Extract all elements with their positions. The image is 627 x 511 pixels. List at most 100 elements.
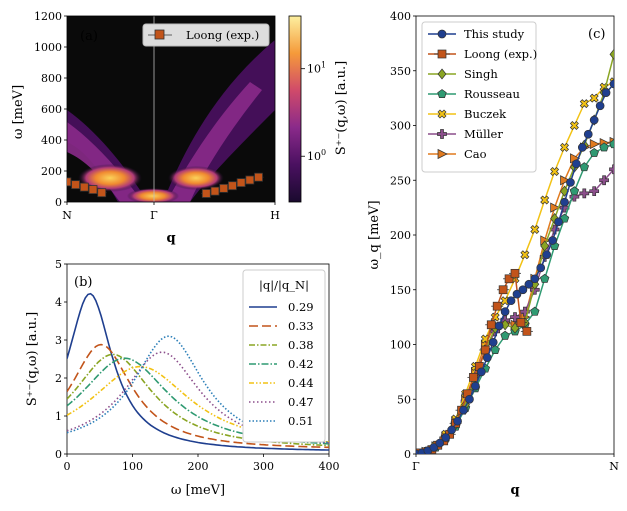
xlabel-c: q: [510, 483, 519, 498]
legend-b-label: 0.29: [288, 300, 314, 314]
dispersion-point-circle: [518, 285, 528, 295]
legend-c-marker: [437, 49, 447, 59]
ylabel-a: ω [meV]: [11, 85, 26, 139]
y-tick-label-a: 1200: [34, 10, 62, 23]
colorbar-label: S⁺⁻(q,ω) [a.u.]: [334, 61, 349, 156]
loong-markers-a: [67, 172, 264, 198]
dispersion-point-triangle-right: [589, 139, 600, 150]
spectrum-line-0.38: [67, 353, 329, 447]
legend-b-label: 0.42: [288, 357, 314, 371]
x-tick-label-a: Γ: [150, 209, 158, 222]
loong-marker-a: [254, 172, 263, 182]
legend-c-marker: [437, 89, 447, 98]
y-tick-label-a: 1000: [34, 41, 62, 54]
y-tick-label-b: 1: [55, 410, 62, 423]
y-tick-label-c: 350: [390, 65, 411, 78]
loong-marker-a: [97, 188, 107, 198]
dispersion-point-plus: [589, 186, 600, 197]
dispersion-point-triangle-right: [560, 175, 571, 186]
ylabel-c: ω_q [meV]: [367, 200, 382, 269]
legend-c-label: Rousseau: [464, 87, 520, 101]
dispersion-point-circle: [512, 289, 522, 299]
legend-c-label: Singh: [464, 67, 498, 81]
dispersion-point-circle: [572, 159, 581, 169]
loong-marker-a: [210, 186, 220, 196]
loong-marker-a: [67, 177, 72, 187]
y-tick-label-c: 0: [404, 448, 411, 461]
x-tick-label-b: 200: [188, 460, 209, 473]
dispersion-point-circle: [506, 296, 516, 306]
colorbar-tick-exponent: 0: [321, 148, 326, 157]
heatmap-intensity: [67, 40, 275, 202]
legend-b-label: 0.33: [288, 319, 314, 333]
x-tick-label-c: Γ: [412, 460, 420, 473]
dispersion-point-circle: [435, 438, 445, 448]
dispersion-point-square: [480, 345, 490, 355]
dispersion-point-circle: [548, 236, 557, 245]
y-tick-label-a: 600: [41, 103, 62, 116]
dispersion-point-circle: [500, 307, 510, 316]
dispersion-point-xcross: [589, 93, 599, 103]
legend-b-label: 0.47: [288, 395, 314, 409]
y-tick-label-c: 50: [397, 393, 411, 406]
x-tick-label-a: H: [270, 209, 280, 222]
dispersion-point-triangle-right: [550, 202, 561, 213]
y-tick-label-b: 2: [55, 372, 62, 385]
dispersion-point-circle: [554, 217, 563, 227]
xlabel-a: q: [166, 231, 175, 246]
legend-b-label: 0.51: [288, 414, 314, 428]
panel-label-a: (a): [80, 29, 98, 44]
dispersion-point-circle: [465, 394, 474, 404]
y-tick-label-a: 400: [41, 134, 62, 147]
y-tick-label-b: 4: [55, 296, 62, 309]
y-tick-label-c: 150: [390, 284, 411, 297]
y-tick-label-a: 800: [41, 72, 62, 85]
dispersion-point-xcross: [579, 99, 589, 109]
dispersion-point-circle: [494, 321, 504, 331]
dispersion-point-square: [510, 268, 520, 278]
y-tick-label-b: 0: [55, 448, 62, 461]
dispersion-point-pentagon: [599, 142, 609, 152]
loong-marker-a: [219, 183, 229, 193]
dispersion-point-circle: [524, 279, 534, 289]
legend-c-marker: [437, 109, 447, 119]
loong-marker-a: [71, 180, 80, 190]
xlabel-b: ω [meV]: [171, 483, 225, 498]
dispersion-point-circle: [530, 274, 540, 284]
loong-marker-a: [236, 178, 246, 188]
dispersion-point-xcross: [540, 195, 550, 205]
dispersion-point-circle: [441, 433, 451, 442]
dispersion-point-xcross: [550, 166, 560, 176]
dispersion-point-pentagon: [500, 330, 510, 340]
dispersion-point-square: [522, 327, 532, 336]
legend-c-marker: [437, 68, 447, 80]
dispersion-point-circle: [476, 367, 486, 377]
x-ticks-b: 0 100 200 300 400: [64, 454, 340, 473]
dispersion-point-circle: [589, 115, 599, 125]
dispersion-point-circle: [583, 129, 593, 139]
colorbar-ticks: 100 101: [301, 61, 326, 163]
dispersion-point-plus: [599, 175, 609, 186]
colorbar-tick-label: 100: [307, 148, 326, 163]
dispersion-point-circle: [447, 425, 456, 435]
dispersion-point-square: [469, 373, 478, 382]
legend-a-box: [142, 23, 270, 47]
dispersion-point-pentagon: [589, 147, 599, 157]
dispersion-series-c: [416, 48, 614, 454]
loong-marker-a: [88, 185, 98, 195]
dispersion-point-square: [486, 320, 496, 330]
loong-marker-a: [79, 182, 89, 192]
dispersion-point-pentagon: [609, 139, 614, 149]
legend-c-marker: [437, 129, 447, 139]
colorbar-tick-exponent: 1: [321, 61, 326, 70]
dispersion-point-circle: [609, 79, 614, 89]
colorbar: [288, 15, 302, 203]
dispersion-point-circle: [601, 88, 611, 98]
dispersion-point-pentagon: [530, 306, 540, 316]
legend-c-label: Müller: [464, 127, 503, 141]
y-ticks-c: 0 50 100 150 200 250 300 350 400: [390, 10, 416, 461]
loong-marker-a: [201, 189, 211, 198]
dispersion-point-xcross: [569, 121, 579, 130]
